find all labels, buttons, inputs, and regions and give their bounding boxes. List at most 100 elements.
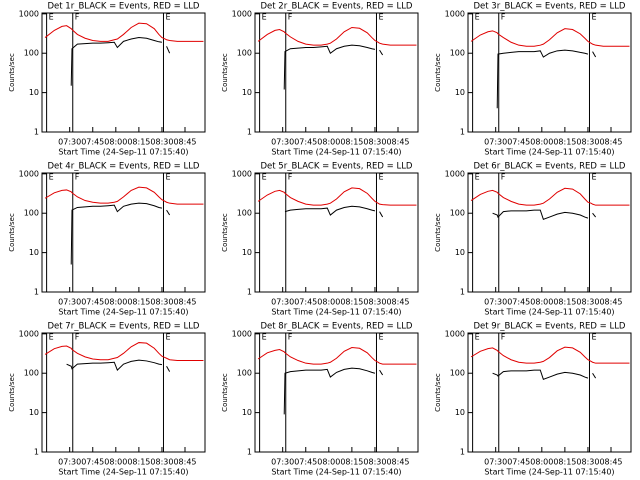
data-line [257,187,417,206]
y-tick-label: 1000 [232,329,252,338]
event-label: F [288,173,293,182]
x-tick-label: 08:30 [363,138,386,147]
x-tick-label: 07:45 [294,138,317,147]
y-tick-label: 10 [455,408,465,417]
x-tick-label: 08:00 [530,298,553,307]
event-label: E [591,13,596,22]
y-tick-label: 1000 [232,169,252,178]
y-tick-label: 1 [460,128,465,137]
x-tick-label: 08:30 [150,458,173,467]
panel-title: Det 1r_BLACK = Events, RED = LLD [48,2,200,12]
data-line [284,205,384,218]
x-tick-label: 08:00 [104,458,127,467]
event-label: E [378,13,383,22]
data-line [66,359,171,372]
panel-title: Det 3r_BLACK = Events, RED = LLD [474,2,626,12]
x-tick-label: 08:15 [127,458,150,467]
data-line [44,22,204,42]
panel: Det 7r_BLACK = Events, RED = LLD Start Ti… [8,322,206,477]
y-axis-label: Counts/sec [434,53,442,92]
event-label: E [49,13,54,22]
data-line [70,37,171,86]
x-tick-label: 07:30 [484,138,507,147]
y-tick-label: 1 [460,448,465,457]
x-tick-label: 08:00 [104,138,127,147]
event-label: E [49,173,54,182]
plot-frame [41,12,206,133]
data-line [283,367,384,415]
x-tick-label: 07:30 [271,458,294,467]
y-axis-label: Counts/sec [8,213,16,252]
x-axis-label: Start Time (24-Sep-11 07:15:40) [484,468,614,477]
y-axis-label: Counts/sec [8,53,16,92]
x-tick-label: 08:30 [150,138,173,147]
x-tick-label: 08:45 [599,458,622,467]
x-tick-label: 07:45 [294,458,317,467]
x-tick-label: 08:15 [127,298,150,307]
panel-title: Det 9r_BLACK = Events, RED = LLD [474,322,626,332]
x-tick-label: 07:30 [484,458,507,467]
event-label: E [49,333,54,342]
x-tick-label: 08:15 [553,138,576,147]
x-tick-label: 08:15 [340,138,363,147]
x-tick-label: 07:45 [81,458,104,467]
y-tick-label: 100 [450,209,465,218]
y-tick-label: 1 [34,288,39,297]
y-tick-label: 100 [24,49,39,58]
y-tick-label: 1 [34,448,39,457]
y-tick-label: 1000 [19,329,39,338]
y-axis-label: Counts/sec [221,53,229,92]
x-tick-label: 07:45 [507,458,530,467]
x-tick-label: 08:00 [317,458,340,467]
panel: Det 9r_BLACK = Events, RED = LLD Start Ti… [434,322,632,477]
plot-frame [467,172,632,293]
event-label: F [501,333,506,342]
x-tick-label: 08:15 [340,298,363,307]
y-tick-label: 10 [29,248,39,257]
y-tick-label: 1 [34,128,39,137]
x-tick-label: 08:45 [173,138,196,147]
x-tick-label: 07:30 [271,298,294,307]
x-tick-label: 08:30 [363,298,386,307]
event-label: E [165,173,170,182]
event-label: F [75,333,80,342]
x-tick-label: 08:15 [553,458,576,467]
y-tick-label: 100 [24,369,39,378]
y-tick-label: 100 [450,369,465,378]
y-tick-label: 100 [237,49,252,58]
x-tick-label: 08:45 [386,138,409,147]
data-line [44,342,204,362]
y-tick-label: 10 [242,248,252,257]
x-axis-label: Start Time (24-Sep-11 07:15:40) [58,468,188,477]
x-tick-label: 08:45 [599,138,622,147]
panel: Det 3r_BLACK = Events, RED = LLD Start Ti… [434,2,632,157]
x-tick-label: 08:45 [386,298,409,307]
data-line [496,49,597,109]
data-line [257,346,417,365]
x-axis-label: Start Time (24-Sep-11 07:15:40) [271,308,401,317]
x-tick-label: 08:15 [127,138,150,147]
panel: Det 8r_BLACK = Events, RED = LLD Start Ti… [221,322,419,477]
y-axis-label: Counts/sec [434,213,442,252]
x-tick-label: 08:30 [363,458,386,467]
y-tick-label: 1 [460,288,465,297]
panel: Det 4r_BLACK = Events, RED = LLD Start Ti… [8,162,206,317]
plot-frame [41,172,206,293]
event-label: F [75,13,80,22]
x-tick-label: 07:30 [271,138,294,147]
event-label: F [288,333,293,342]
y-tick-label: 10 [455,88,465,97]
x-tick-label: 08:45 [173,298,196,307]
event-label: F [501,13,506,22]
event-label: E [165,13,170,22]
event-label: F [75,173,80,182]
x-tick-label: 08:15 [553,298,576,307]
y-tick-label: 10 [29,88,39,97]
y-tick-label: 100 [24,209,39,218]
y-tick-label: 1 [247,448,252,457]
x-tick-label: 08:30 [576,458,599,467]
plot-frame [254,332,419,453]
event-label: F [288,13,293,22]
x-tick-label: 07:30 [58,298,81,307]
